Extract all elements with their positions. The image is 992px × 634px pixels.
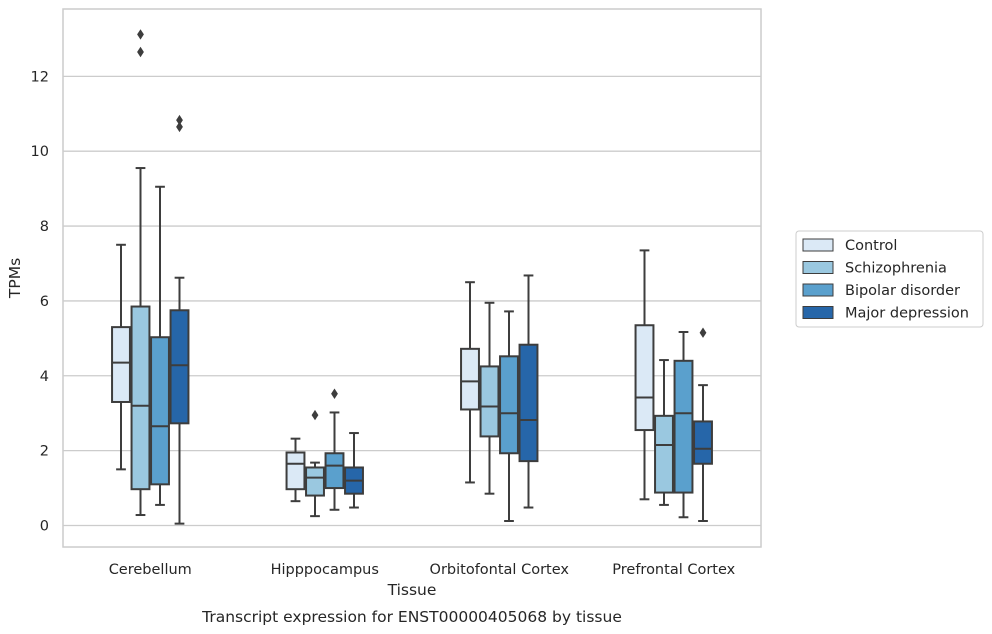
y-tick-label: 10 (31, 144, 49, 160)
box-iqr (673, 359, 694, 494)
legend-swatch (802, 261, 834, 274)
box-iqr (693, 420, 713, 465)
box-iqr (169, 309, 190, 425)
y-tick-label: 12 (31, 69, 49, 85)
box-iqr (111, 326, 131, 403)
box-iqr (634, 324, 655, 432)
x-tick-labels: Cerebellum Hipppocampus Orbitofontal Corte… (109, 562, 736, 578)
box-schizophrenia-0 (130, 29, 151, 517)
box-iqr (305, 466, 325, 497)
box-bipolar-disorder-2 (499, 310, 519, 523)
box-iqr (518, 343, 539, 463)
box-bipolar-disorder-3 (673, 330, 694, 519)
box-series (111, 29, 713, 525)
legend-swatch (802, 238, 834, 252)
box-major-depression-0 (169, 114, 190, 525)
y-axis-label: TPMs (6, 258, 24, 299)
y-tick-label: 0 (40, 519, 49, 535)
box-control-1 (285, 437, 306, 503)
box-iqr (285, 451, 306, 491)
legend-item-bipolar-disorder: Bipolar disorder (802, 283, 960, 299)
box-iqr (499, 355, 519, 455)
box-control-0 (111, 243, 131, 471)
box-schizophrenia-1 (305, 409, 325, 518)
legend-swatch (802, 306, 834, 319)
y-tick-label: 2 (40, 444, 49, 460)
legend-item-major-depression: Major depression (802, 306, 969, 322)
y-tick-labels: 0 2 4 6 8 10 12 (31, 69, 49, 534)
box-control-2 (460, 281, 480, 484)
outlier-point (176, 121, 183, 133)
box-iqr (324, 452, 345, 490)
legend-item-control: Control (802, 238, 897, 254)
legend: Control Schizophrenia Bipolar disorder Majo… (795, 230, 984, 328)
legend-label: Control (845, 238, 897, 254)
legend-label: Bipolar disorder (845, 283, 960, 299)
box-iqr (460, 347, 480, 411)
outlier-point (176, 114, 183, 126)
box-bipolar-disorder-1 (324, 388, 345, 511)
series-major-depression (169, 114, 713, 525)
box-major-depression-2 (518, 274, 539, 509)
chart-caption: Transcript expression for ENST0000040506… (201, 608, 622, 626)
box-iqr (479, 365, 500, 438)
box-major-depression-3 (693, 327, 713, 523)
x-axis-label: Tissue (387, 581, 437, 599)
legend-label: Major depression (845, 306, 969, 322)
legend-swatch (802, 283, 834, 297)
legend-item-schizophrenia: Schizophrenia (802, 261, 947, 277)
legend-frame (795, 230, 984, 328)
series-bipolar-disorder (150, 185, 694, 523)
series-control (111, 243, 655, 503)
outlier-point (137, 29, 144, 40)
box-control-3 (634, 249, 655, 501)
box-major-depression-1 (344, 432, 364, 509)
series-schizophrenia (130, 29, 674, 518)
box-iqr (130, 305, 151, 491)
y-tick-label: 6 (40, 294, 49, 310)
plot-area-frame (62, 8, 762, 548)
x-tick-label: Hipppocampus (271, 562, 379, 578)
box-bipolar-disorder-0 (150, 185, 170, 506)
x-tick-label: Prefrontal Cortex (612, 562, 735, 578)
legend-label: Schizophrenia (845, 261, 947, 277)
box-schizophrenia-3 (654, 359, 674, 506)
box-schizophrenia-2 (479, 301, 500, 495)
y-tick-label: 8 (40, 219, 49, 235)
box-iqr (150, 336, 170, 486)
outlier-point (311, 409, 319, 421)
outlier-point (137, 46, 144, 58)
x-tick-label: Orbitofontal Cortex (430, 562, 570, 578)
outlier-point (699, 327, 707, 338)
box-iqr (654, 414, 674, 494)
outlier-point (331, 388, 338, 399)
x-tick-label: Cerebellum (109, 562, 192, 578)
y-tick-label: 4 (40, 369, 49, 385)
